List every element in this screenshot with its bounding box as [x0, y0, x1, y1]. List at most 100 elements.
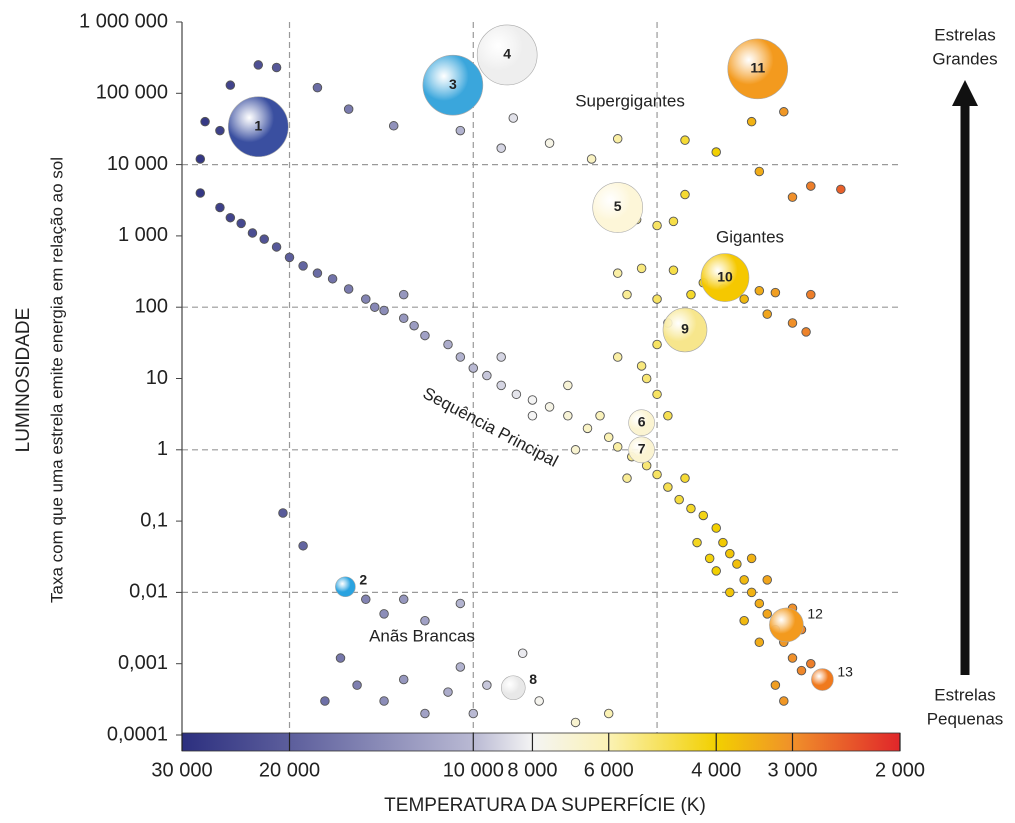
star-point [698, 510, 709, 521]
numbered-star [727, 38, 789, 100]
star-point [612, 268, 623, 278]
star-point [398, 594, 409, 605]
star-point [195, 188, 206, 198]
star-point [739, 616, 749, 626]
star-point [195, 154, 206, 164]
star-point [455, 662, 466, 672]
star-point [361, 294, 371, 304]
star-point [343, 284, 354, 294]
star-point [527, 395, 538, 405]
x-tick-label: 8 000 [507, 759, 557, 781]
star-point [746, 587, 757, 598]
star-point [320, 696, 330, 706]
star-point [236, 218, 246, 229]
star-point [271, 242, 282, 252]
star-point [370, 302, 380, 312]
star-point [379, 305, 389, 316]
y-tick-label: 10 [146, 367, 168, 389]
star-point [779, 696, 789, 706]
star-point [668, 216, 679, 227]
star-point [570, 445, 581, 455]
region-label: Supergigantes [575, 91, 685, 110]
star-point [612, 352, 623, 362]
star-point [595, 411, 605, 421]
numbered-star [769, 607, 804, 643]
star-point [247, 228, 258, 238]
star-point [674, 494, 684, 505]
arrow-head [952, 80, 978, 106]
numbered-star [662, 307, 708, 353]
x-tick-label: 30 000 [151, 759, 212, 781]
star-point [652, 389, 662, 400]
star-point [544, 138, 555, 148]
star-label: 5 [614, 198, 622, 214]
star-point [801, 327, 811, 337]
star-point [652, 339, 662, 350]
star-point [739, 575, 749, 585]
star-point [746, 116, 757, 127]
star-point [482, 680, 492, 690]
star-point [603, 708, 614, 719]
star-point [754, 598, 765, 609]
star-point [762, 609, 772, 619]
x-tick-label: 20 000 [259, 759, 320, 781]
star-point [754, 286, 765, 296]
star-point [443, 339, 453, 350]
star-label: 7 [638, 441, 646, 457]
bottom-label: Estrelas [934, 685, 995, 704]
star-point [563, 411, 573, 421]
star-point [718, 537, 728, 548]
star-point [663, 482, 673, 492]
star-label: 6 [638, 413, 646, 429]
star-point [312, 268, 323, 278]
numbered-star [476, 24, 538, 86]
numbered-star [335, 576, 356, 598]
star-point [711, 147, 721, 157]
star-point [379, 696, 389, 706]
bottom-label: Pequenas [927, 709, 1004, 728]
star-point [603, 432, 614, 442]
star-point [312, 82, 323, 93]
star-point [327, 274, 338, 284]
star-point [455, 125, 466, 136]
star-point [570, 717, 581, 728]
y-tick-label: 0,1 [140, 509, 168, 531]
star-point [398, 289, 409, 300]
star-point [732, 559, 742, 569]
star-point [496, 380, 506, 391]
top-label: Grandes [932, 49, 997, 68]
numbered-star [592, 182, 644, 233]
star-point [511, 389, 522, 400]
star-point [739, 294, 749, 304]
star-point [544, 402, 555, 412]
numbered-star [227, 96, 289, 158]
numbered-star [700, 253, 750, 302]
star-point [680, 135, 690, 145]
star-point [612, 442, 623, 452]
star-point [754, 166, 765, 177]
star-point [455, 598, 466, 609]
numbered-star [500, 675, 526, 701]
star-label: 8 [529, 671, 537, 687]
star-point [686, 503, 696, 514]
star-point [663, 411, 673, 421]
star-point [641, 373, 652, 384]
star-point [787, 192, 798, 202]
star-point [668, 265, 679, 275]
star-point [563, 380, 573, 391]
star-point [636, 361, 647, 371]
star-point [692, 537, 702, 548]
star-point [806, 181, 816, 191]
star-label: 9 [681, 321, 689, 337]
star-point [455, 352, 466, 362]
star-point [725, 587, 735, 598]
star-point [806, 289, 816, 300]
star-point [496, 352, 506, 362]
star-point [361, 594, 371, 605]
y-tick-label: 0,0001 [107, 723, 168, 745]
star-point [796, 665, 807, 676]
star-point [762, 309, 772, 319]
star-point [335, 653, 346, 663]
star-point [420, 616, 430, 626]
